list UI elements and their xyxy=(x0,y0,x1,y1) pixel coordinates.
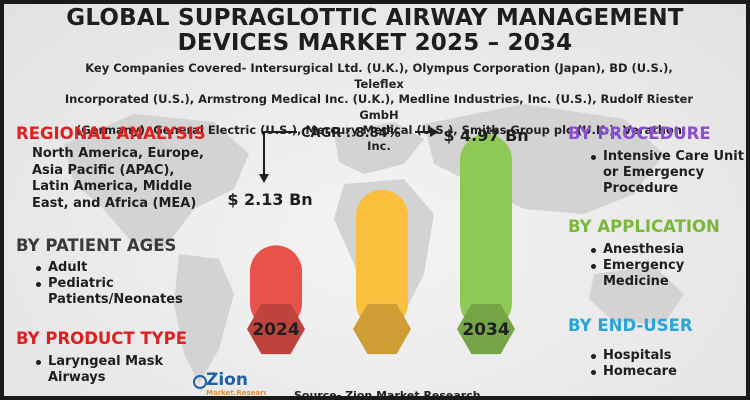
bar-2034 xyxy=(460,134,512,329)
value-label-2024: $ 2.13 Bn xyxy=(227,190,312,209)
regional-line-4: East, and Africa (MEA) xyxy=(32,195,197,211)
cagr-label: CAGR : 8.84% xyxy=(301,126,401,141)
regional-line-3: Latin America, Middle xyxy=(32,179,193,194)
end-user-heading: BY END-USER xyxy=(568,316,693,335)
arrow-right-icon xyxy=(430,127,439,137)
bars-layer xyxy=(247,134,515,355)
regional-analysis-text: North America, Europe, Asia Pacific (APA… xyxy=(32,146,204,212)
list-item: Adult xyxy=(34,260,183,276)
hexagon-badge-middle xyxy=(353,303,411,355)
hexagon-badge-2034 xyxy=(457,303,515,355)
companies-line-2: Incorporated (U.S.), Armstrong Medical I… xyxy=(64,92,694,122)
title-line-2: DEVICES MARKET 2025 – 2034 xyxy=(177,30,573,56)
year-label-2024: 2024 xyxy=(252,320,299,340)
logo-globe-icon xyxy=(193,375,207,389)
companies-line-3: (Germany), General Electric (U.S.), Merc… xyxy=(76,123,682,153)
key-companies: Key Companies Covered- Intersurgical Ltd… xyxy=(64,61,694,154)
regional-line-1: North America, Europe, xyxy=(32,146,204,161)
page-title: GLOBAL SUPRAGLOTTIC AIRWAY MANAGEMENT DE… xyxy=(4,6,746,56)
list-item: Homecare xyxy=(589,364,677,380)
procedure-list: Intensive Care Unit or Emergency Procedure xyxy=(589,149,744,197)
cagr-connector-line xyxy=(263,131,297,176)
value-label-2034: $ 4.97 Bn xyxy=(443,126,528,145)
cagr-annotation: CAGR : 8.84% xyxy=(259,126,439,183)
list-item: Anesthesia xyxy=(589,242,684,258)
procedure-heading: BY PROCEDURE xyxy=(568,124,711,143)
logo-sub-text: Market.Research xyxy=(206,389,266,397)
patient-ages-list: Adult Pediatric Patients/Neonates xyxy=(34,260,183,308)
market-size-chart: CAGR : 8.84% 2024 2034 $ 2.13 Bn $ 4.97 Bn xyxy=(227,126,529,355)
list-item: Laryngeal Mask Airways xyxy=(34,354,163,386)
source-note: Source- Zion Market Research xyxy=(294,389,481,400)
end-user-list: Hospitals Homecare xyxy=(589,348,677,380)
product-type-heading: BY PRODUCT TYPE xyxy=(16,329,187,348)
application-heading: BY APPLICATION xyxy=(568,217,720,236)
companies-line-1: Key Companies Covered- Intersurgical Ltd… xyxy=(85,61,673,91)
patient-ages-heading: BY PATIENT AGES xyxy=(16,236,177,255)
year-label-2034: 2034 xyxy=(462,320,509,340)
application-list: Anesthesia Emergency Medicine xyxy=(589,242,684,290)
list-item: Emergency Medicine xyxy=(589,258,684,290)
title-line-1: GLOBAL SUPRAGLOTTIC AIRWAY MANAGEMENT xyxy=(66,5,684,31)
regional-analysis-heading: REGIONAL ANALYSIS xyxy=(16,124,206,143)
regional-line-2: Asia Pacific (APAC), xyxy=(32,162,175,178)
list-item: Intensive Care Unit or Emergency Procedure xyxy=(589,149,744,197)
bar-middle xyxy=(356,189,408,329)
product-type-list: Laryngeal Mask Airways xyxy=(34,354,163,386)
list-item: Hospitals xyxy=(589,348,677,364)
logo-brand-text: Zion xyxy=(206,370,248,390)
list-item: Pediatric Patients/Neonates xyxy=(34,276,183,308)
labels-layer: 2024 2034 $ 2.13 Bn $ 4.97 Bn xyxy=(227,126,528,340)
hexagon-badge-2024 xyxy=(247,303,305,355)
zion-logo: Zion Market.Research xyxy=(193,370,266,397)
arrow-down-icon xyxy=(259,174,269,183)
